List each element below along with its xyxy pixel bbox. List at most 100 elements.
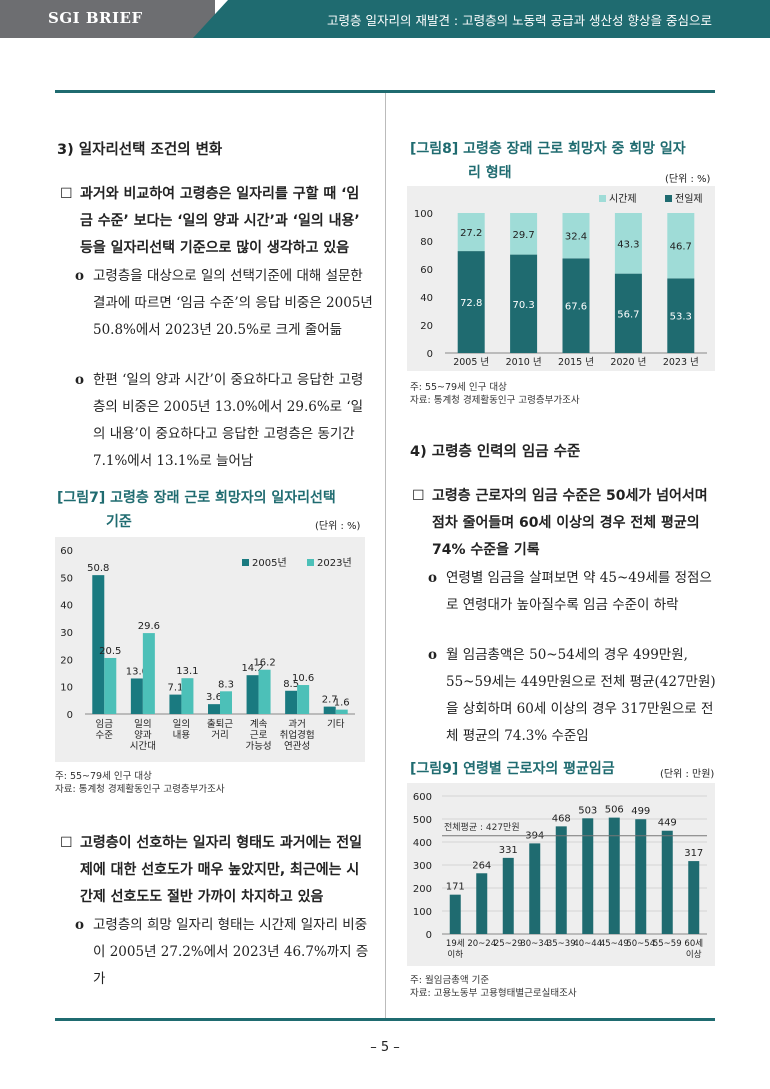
o-bullet-icon: o xyxy=(75,372,85,388)
fig7-note: 주: 55~79세 인구 대상 xyxy=(55,771,152,782)
fig7-bar-series2 xyxy=(220,691,232,714)
fig8-legend-swatch xyxy=(599,195,606,202)
bullet-o-2: o 한편 ‘일의 양과 시간’이 중요하다고 응답한 고령층의 비중은 2005… xyxy=(75,367,373,475)
fig8-stacked-bar-chart: 0 20 40 60 80 100 72.8 27.2 2005 년 70.3 29.7 2010 년… xyxy=(414,193,707,368)
fig7-source: 자료: 통계청 경제활동인구 고령층부가조사 xyxy=(55,784,225,795)
bullet-box-2: ☐ 고령층이 선호하는 일자리 형태도 과거에는 전일제에 대한 선호도가 매우… xyxy=(60,830,372,911)
fig9-source: 자료: 고용노동부 고용형태별근로실태조사 xyxy=(410,988,577,999)
fig7-bar-series2 xyxy=(297,685,310,714)
bullet-o-2-text: 한편 ‘일의 양과 시간’이 중요하다고 응답한 고령층의 비중은 2005년 … xyxy=(93,372,364,469)
fig8-x-tick-label: 2010 년 xyxy=(506,357,542,368)
brand-logo-text: SGI BRIEF xyxy=(48,9,143,27)
fig8-data-label-fulltime: 67.6 xyxy=(565,302,587,313)
fig7-title-line2: 기준 xyxy=(106,514,132,530)
fig7-legend-swatch xyxy=(242,559,249,566)
page-number: – 5 – xyxy=(370,1040,400,1055)
fig7-bar-series1 xyxy=(285,690,298,714)
fig7-data-label: 8.5 xyxy=(283,679,299,690)
fig9-bar xyxy=(608,817,620,934)
page-header: SGI BRIEF 고령층 일자리의 재발견 : 고령층의 노동력 공급과 생산… xyxy=(0,0,770,38)
bullet-o-1: o 고령층을 대상으로 일의 선택기준에 대해 설문한 결과에 따르면 ‘임금 … xyxy=(75,263,373,344)
top-rule xyxy=(55,90,715,93)
o-bullet-icon: o xyxy=(428,570,438,586)
fig7-y-tick-label: 10 xyxy=(60,683,73,694)
fig9-bar xyxy=(502,857,514,934)
fig8-y-tick-label: 80 xyxy=(420,237,433,248)
fig9-bar xyxy=(661,830,673,934)
fig8-y-tick-label: 60 xyxy=(420,265,433,276)
fig7-bar-series1 xyxy=(92,575,105,714)
header-title-band xyxy=(193,0,770,38)
fig7-y-tick-label: 60 xyxy=(60,546,73,557)
fig7-unit: (단위 : %) xyxy=(315,521,361,532)
fig8-bar-parttime xyxy=(457,213,485,252)
fig7-x-tick-label: 일의 양과 시간대 xyxy=(130,719,156,752)
fig9-y-tick-label: 100 xyxy=(413,907,432,918)
fig7-bar-series2 xyxy=(104,657,117,714)
fig9-bar xyxy=(582,818,594,934)
fig7-legend-label: 2005년 xyxy=(252,557,287,569)
fig9-x-tick-label: 50~54 xyxy=(626,939,655,949)
fig9-x-tick-label: 30~34 xyxy=(520,939,549,949)
bottom-rule xyxy=(55,1018,715,1021)
fig7-bar-chart: 0 10 20 30 40 50 60 50.8 20.5 임금 수준 13.0 29.6 일의 양과 시간대… xyxy=(60,546,355,752)
fig8-x-tick-label: 2020 년 xyxy=(610,357,646,368)
fig8-y-tick-label: 100 xyxy=(414,209,433,220)
fig7-bar-series1 xyxy=(323,706,336,714)
fig9-data-label: 264 xyxy=(472,860,491,871)
fig9-x-tick-label: 19세 이하 xyxy=(446,939,465,960)
fig7-legend-swatch xyxy=(307,559,314,566)
fig8-bar-fulltime xyxy=(667,278,695,353)
fig7-y-tick-label: 20 xyxy=(60,655,73,666)
fig8-chart-panel: 0 20 40 60 80 100 72.8 27.2 2005 년 70.3 29.7 2010 년… xyxy=(407,186,715,371)
fig9-data-label: 468 xyxy=(552,813,571,824)
bullet-o-4: o 연령별 임금을 살펴보면 약 45~49세를 정점으로 연령대가 높아질수록… xyxy=(428,565,718,619)
fig7-data-label: 10.6 xyxy=(292,673,314,684)
bullet-o-1-text: 고령층을 대상으로 일의 선택기준에 대해 설문한 결과에 따르면 ‘임금 수준… xyxy=(93,268,373,338)
fig9-data-label: 499 xyxy=(631,806,650,817)
bullet-box-3: ☐ 고령층 근로자의 임금 수준은 50세가 넘어서며 점차 줄어들며 60세 … xyxy=(412,483,717,564)
fig7-x-tick-label: 일의 내용 xyxy=(173,719,191,741)
fig9-bar xyxy=(449,894,461,934)
bullet-o-3-text: 고령층의 희망 일자리 형태는 시간제 일자리 비중이 2005년 27.2%에… xyxy=(93,917,369,987)
fig8-bar-parttime xyxy=(614,213,642,274)
fig8-data-label-parttime: 43.3 xyxy=(617,239,639,250)
fig7-chart-panel: 0 10 20 30 40 50 60 50.8 20.5 임금 수준 13.0 29.6 일의 양과 시간대… xyxy=(55,537,365,762)
fig7-data-label: 8.3 xyxy=(218,679,234,690)
bullet-o-5: o 월 임금총액은 50~54세의 경우 499만원, 55~59세는 449만… xyxy=(428,642,718,750)
fig7-bar-series2 xyxy=(142,633,155,714)
fig7-bar-series1 xyxy=(130,678,143,714)
fig7-data-label: 7.1 xyxy=(167,683,183,694)
fig9-bar-chart: 0 100 200 300 400 500 600 171 19세 이하 264 20~24 331 25… xyxy=(413,792,707,960)
fig7-data-label: 13.1 xyxy=(176,666,198,677)
fig8-note: 주: 55~79세 인구 대상 xyxy=(410,382,507,393)
fig7-y-tick-label: 0 xyxy=(67,710,73,721)
o-bullet-icon: o xyxy=(75,917,85,933)
fig8-y-tick-label: 40 xyxy=(420,293,433,304)
fig8-source: 자료: 통계청 경제활동인구 고령층부가조사 xyxy=(410,395,580,406)
fig8-legend-label: 전일제 xyxy=(675,193,703,205)
fig8-title-line2: 리 형태 xyxy=(468,165,512,181)
fig9-x-tick-label: 35~39 xyxy=(547,939,576,949)
fig9-data-label: 171 xyxy=(446,882,465,893)
fig9-unit: (단위 : 만원) xyxy=(660,769,715,780)
fig7-bar-series2 xyxy=(181,678,194,714)
fig8-bar-fulltime xyxy=(510,254,538,353)
fig9-data-label: 331 xyxy=(499,845,518,856)
fig7-bar-series1 xyxy=(208,704,220,714)
fig9-x-tick-label: 45~49 xyxy=(600,939,629,949)
fig8-bar-fulltime xyxy=(562,258,590,353)
fig8-legend-label: 시간제 xyxy=(609,193,637,205)
fig9-bar xyxy=(635,819,647,934)
fig8-bar-fulltime xyxy=(614,273,642,353)
fig8-legend-swatch xyxy=(665,195,672,202)
fig8-y-tick-label: 0 xyxy=(427,349,433,360)
o-bullet-icon: o xyxy=(75,268,85,284)
fig9-x-tick-label: 25~29 xyxy=(494,939,523,949)
fig7-x-tick-label: 임금 수준 xyxy=(96,718,114,741)
fig7-x-tick-label: 계속 근로 가능성 xyxy=(245,718,271,752)
fig7-data-label: 16.2 xyxy=(253,658,275,669)
fig9-x-tick-label: 20~24 xyxy=(467,939,496,949)
fig7-y-tick-label: 30 xyxy=(60,628,73,639)
fig9-y-tick-label: 600 xyxy=(413,792,432,803)
